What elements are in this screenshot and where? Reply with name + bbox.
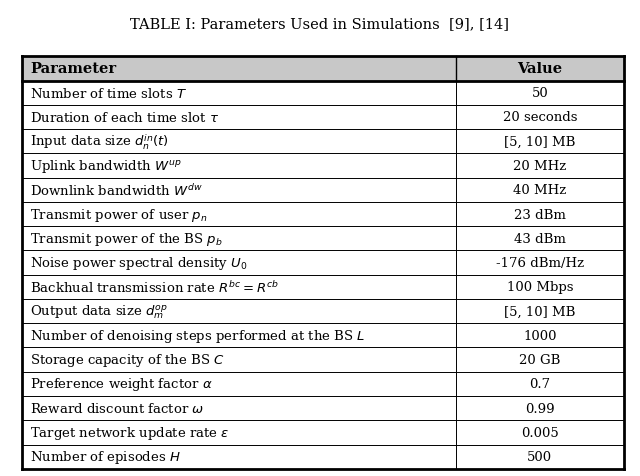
- Text: Target network update rate $\varepsilon$: Target network update rate $\varepsilon$: [30, 424, 230, 441]
- Text: 20 seconds: 20 seconds: [502, 111, 577, 124]
- Text: Backhual transmission rate $R^{bc} = R^{cb}$: Backhual transmission rate $R^{bc} = R^{…: [30, 279, 278, 295]
- Text: 20 GB: 20 GB: [519, 353, 561, 367]
- Text: TABLE I: Parameters Used in Simulations  [9], [14]: TABLE I: Parameters Used in Simulations …: [131, 17, 509, 30]
- Text: Transmit power of user $p_n$: Transmit power of user $p_n$: [30, 206, 207, 223]
- Text: [5, 10] MB: [5, 10] MB: [504, 135, 575, 149]
- Text: Number of episodes $H$: Number of episodes $H$: [30, 448, 181, 465]
- Text: Number of denoising steps performed at the BS $L$: Number of denoising steps performed at t…: [30, 327, 365, 344]
- Text: 50: 50: [531, 87, 548, 100]
- Text: [5, 10] MB: [5, 10] MB: [504, 305, 575, 318]
- Text: Reward discount factor $\omega$: Reward discount factor $\omega$: [30, 401, 204, 415]
- Text: Storage capacity of the BS $C$: Storage capacity of the BS $C$: [30, 351, 225, 368]
- Text: Noise power spectral density $U_0$: Noise power spectral density $U_0$: [30, 255, 247, 271]
- Text: Uplink bandwidth $W^{up}$: Uplink bandwidth $W^{up}$: [30, 158, 182, 175]
- Text: Value: Value: [517, 62, 563, 76]
- Text: Input data size $d_n^{in}(t)$: Input data size $d_n^{in}(t)$: [30, 132, 169, 151]
- Text: 100 Mbps: 100 Mbps: [506, 281, 573, 294]
- Text: 0.7: 0.7: [529, 377, 550, 391]
- Text: 43 dBm: 43 dBm: [514, 232, 566, 245]
- Text: Downlink bandwidth $W^{dw}$: Downlink bandwidth $W^{dw}$: [30, 182, 203, 198]
- Text: 500: 500: [527, 450, 552, 463]
- Text: Preference weight factor $\alpha$: Preference weight factor $\alpha$: [30, 376, 212, 393]
- Text: Parameter: Parameter: [30, 62, 116, 76]
- Text: 23 dBm: 23 dBm: [514, 208, 566, 221]
- Text: 0.99: 0.99: [525, 402, 555, 415]
- Text: 0.005: 0.005: [521, 426, 559, 439]
- Text: 20 MHz: 20 MHz: [513, 159, 566, 173]
- Bar: [22, 57, 624, 81]
- Text: Transmit power of the BS $p_b$: Transmit power of the BS $p_b$: [30, 230, 223, 247]
- Text: Duration of each time slot $\tau$: Duration of each time slot $\tau$: [30, 111, 220, 125]
- Text: 40 MHz: 40 MHz: [513, 184, 566, 197]
- Text: 1000: 1000: [523, 329, 557, 342]
- Text: Number of time slots $T$: Number of time slots $T$: [30, 87, 188, 100]
- Text: -176 dBm/Hz: -176 dBm/Hz: [496, 257, 584, 269]
- Text: Output data size $d_m^{op}$: Output data size $d_m^{op}$: [30, 303, 168, 320]
